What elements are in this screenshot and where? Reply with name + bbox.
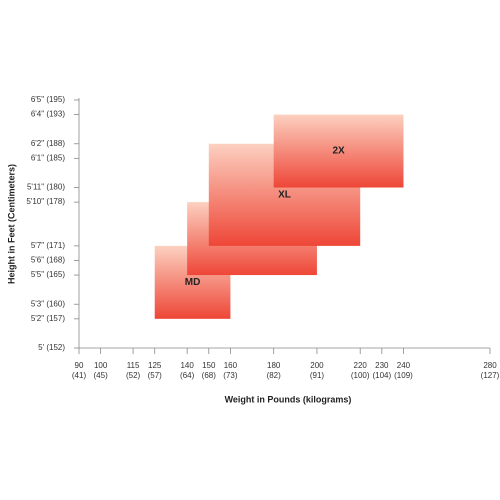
y-tick-label: 5'11" (180) (27, 183, 65, 192)
y-tick-label: 5'5" (165) (31, 270, 66, 279)
x-tick-label: 180 (82) (267, 361, 282, 380)
range-label: MD (185, 277, 201, 288)
x-tick-label: 125 (57) (148, 361, 163, 380)
y-tick-label: 6'1" (185) (31, 153, 66, 162)
y-tick-label: 5'10" (178) (26, 197, 65, 206)
x-tick-label: 220 (100) (351, 361, 370, 380)
x-tick-label: 115 (52) (126, 361, 141, 380)
y-tick-label: 6'4" (193) (31, 110, 66, 119)
x-tick-label: 200 (91) (310, 361, 325, 380)
x-tick-label: 140 (64) (180, 361, 195, 380)
x-axis-title: Weight in Pounds (kilograms) (225, 394, 352, 404)
y-tick-label: 6'2" (188) (31, 139, 66, 148)
x-tick-label: 240 (109) (394, 361, 413, 380)
size-range (273, 114, 404, 188)
y-tick-label: 5'6" (168) (31, 256, 66, 265)
range-label: XL (278, 189, 291, 200)
y-tick-label: 5'2" (157) (31, 314, 66, 323)
range-label: 2X (332, 146, 345, 157)
x-tick-label: 280 (127) (481, 361, 500, 380)
y-tick-label: 5'7" (171) (31, 241, 66, 250)
x-tick-label: 100 (45) (94, 361, 109, 380)
x-tick-label: 150 (68) (202, 361, 217, 380)
y-tick-label: 5' (152) (38, 343, 65, 352)
y-axis-title: Height in Feet (Centimeters) (6, 164, 16, 284)
x-tick-label: 160 (73) (223, 361, 238, 380)
x-tick-label: 230 (104) (372, 361, 391, 380)
x-tick-label: 90 (41) (72, 361, 87, 380)
y-tick-label: 5'3" (160) (31, 299, 66, 308)
y-tick-label: 6'5" (195) (31, 95, 66, 104)
